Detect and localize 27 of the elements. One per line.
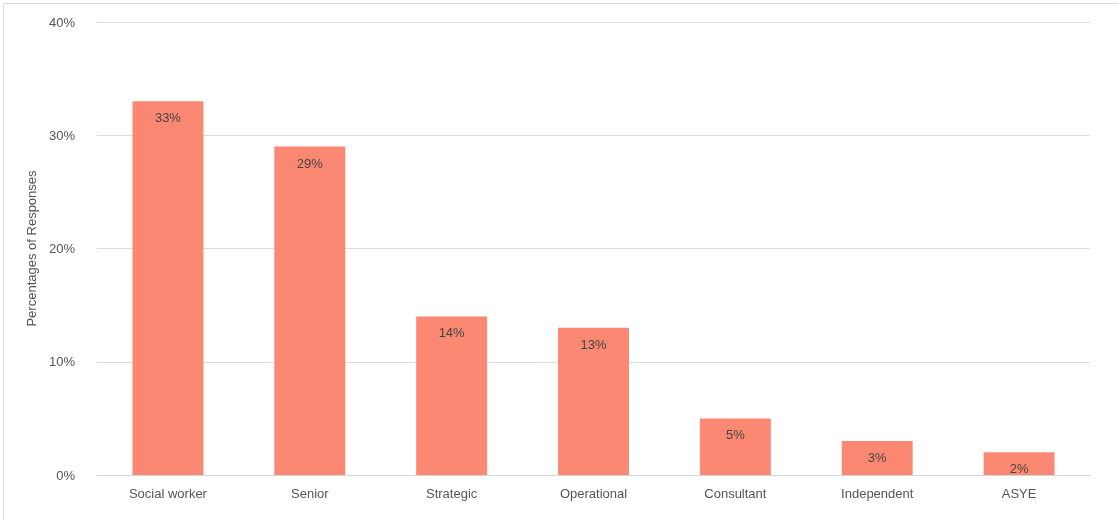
y-tick-label: 0% [56,467,76,483]
y-tick-label: 20% [48,241,76,256]
x-tick-label: Independent [841,486,914,501]
bar [983,452,1055,475]
bar [699,418,771,475]
data-label: 29% [296,155,324,171]
data-label: 14% [438,325,466,341]
x-tick-label: Strategic [425,486,478,501]
data-label: 2% [1009,461,1029,477]
x-tick-label: Social worker [128,486,208,501]
x-tick-label: Operational [559,486,628,501]
y-axis-title: Percentages of Responses [24,169,40,327]
y-tick-label: 30% [48,127,76,143]
y-tick-label: 40% [48,14,76,30]
x-tick-label: Senior [291,486,330,501]
bar [274,146,346,475]
data-label: 3% [867,450,888,466]
bar [841,441,913,475]
x-tick-label: Consultant [704,486,767,501]
x-tick-label: ASYE [1001,486,1037,501]
y-tick-label: 10% [48,354,76,370]
data-label: 13% [580,336,607,352]
data-label: 5% [725,427,746,443]
bar [416,316,488,475]
data-label: 33% [154,110,182,126]
bar [132,101,204,475]
bar [558,327,629,475]
